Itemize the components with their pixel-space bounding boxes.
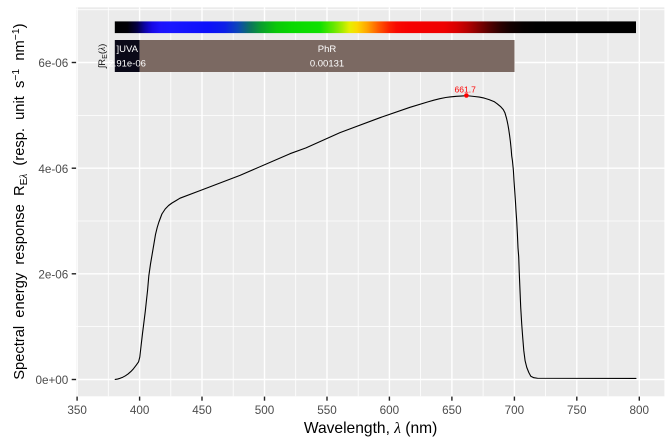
svg-text:350: 350 — [67, 404, 87, 417]
svg-text:0.00131: 0.00131 — [310, 59, 344, 70]
svg-text:]UVA: ]UVA — [116, 44, 138, 55]
svg-text:Spectral energy response RE: Spectral energy response REλ (resp. unit… — [11, 23, 30, 379]
svg-text:500: 500 — [255, 404, 275, 417]
svg-text:0e+00: 0e+00 — [35, 374, 68, 387]
svg-text:6e-06: 6e-06 — [38, 57, 68, 70]
svg-text:450: 450 — [192, 404, 212, 417]
svg-text:600: 600 — [380, 404, 400, 417]
svg-text:661.7: 661.7 — [455, 84, 477, 94]
svg-text:700: 700 — [505, 404, 525, 417]
svg-text:PhR: PhR — [318, 44, 337, 55]
svg-text:400: 400 — [130, 404, 150, 417]
svg-text:2e-06: 2e-06 — [38, 268, 68, 281]
svg-text:4e-06: 4e-06 — [38, 163, 68, 176]
svg-text:2.91e-06: 2.91e-06 — [108, 59, 146, 70]
svg-text:650: 650 — [442, 404, 462, 417]
svg-text:∫RE(λ): ∫RE(λ) — [97, 44, 109, 70]
svg-text:800: 800 — [630, 404, 650, 417]
svg-text:550: 550 — [317, 404, 337, 417]
svg-text:Wavelength, λ (nm): Wavelength, λ (nm) — [304, 420, 438, 437]
svg-text:750: 750 — [567, 404, 587, 417]
